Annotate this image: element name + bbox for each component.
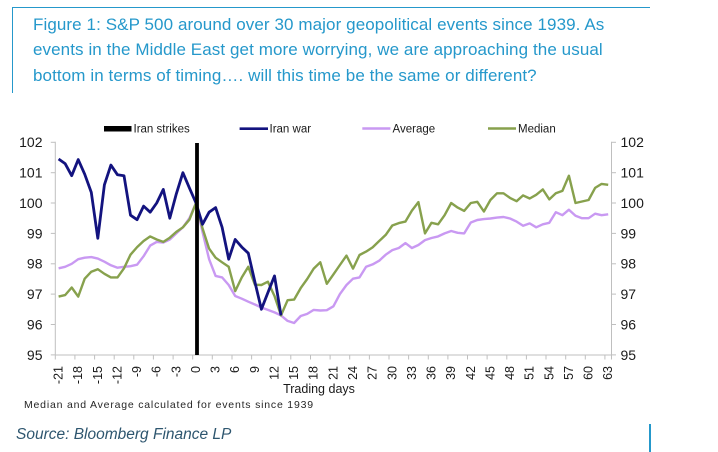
svg-text:57: 57 [562,366,576,380]
svg-text:27: 27 [366,366,380,380]
svg-text:-21: -21 [52,366,66,384]
svg-text:30: 30 [385,366,399,380]
svg-text:95: 95 [621,347,637,363]
svg-text:95: 95 [27,347,43,363]
svg-text:0: 0 [189,366,203,373]
svg-text:Iran strikes: Iran strikes [134,124,190,136]
svg-text:42: 42 [464,366,478,380]
svg-text:101: 101 [621,165,645,181]
svg-text:-3: -3 [169,366,183,377]
svg-text:96: 96 [621,316,637,332]
svg-text:45: 45 [483,366,497,380]
svg-text:63: 63 [601,366,615,380]
svg-text:97: 97 [621,286,637,302]
svg-text:100: 100 [19,195,43,211]
svg-text:99: 99 [27,225,43,241]
svg-text:Trading days: Trading days [283,382,355,396]
svg-text:Average: Average [393,124,436,136]
svg-text:Median and Average calculated: Median and Average calculated for events… [24,399,314,411]
svg-text:24: 24 [346,366,360,380]
svg-text:51: 51 [523,366,537,380]
svg-text:102: 102 [621,134,645,150]
svg-text:9: 9 [248,366,262,373]
svg-text:102: 102 [19,134,43,150]
svg-text:36: 36 [425,366,439,380]
svg-text:18: 18 [307,366,321,380]
svg-text:3: 3 [209,366,223,373]
svg-text:100: 100 [621,195,645,211]
svg-text:39: 39 [444,366,458,380]
svg-text:Median: Median [518,124,556,136]
svg-text:6: 6 [228,366,242,373]
svg-text:60: 60 [582,366,596,380]
svg-text:54: 54 [542,366,556,380]
svg-text:-15: -15 [91,366,105,384]
svg-text:33: 33 [405,366,419,380]
svg-text:48: 48 [503,366,517,380]
svg-text:101: 101 [19,165,43,181]
svg-text:-18: -18 [71,366,85,384]
svg-text:98: 98 [27,256,43,272]
svg-text:-9: -9 [130,366,144,377]
svg-text:97: 97 [27,286,43,302]
svg-text:21: 21 [326,366,340,380]
svg-text:96: 96 [27,316,43,332]
svg-text:99: 99 [621,225,637,241]
svg-text:-6: -6 [150,366,164,377]
svg-text:15: 15 [287,366,301,380]
svg-text:12: 12 [268,366,282,380]
svg-text:Iran war: Iran war [270,124,312,136]
svg-text:98: 98 [621,256,637,272]
svg-text:-12: -12 [111,366,125,384]
